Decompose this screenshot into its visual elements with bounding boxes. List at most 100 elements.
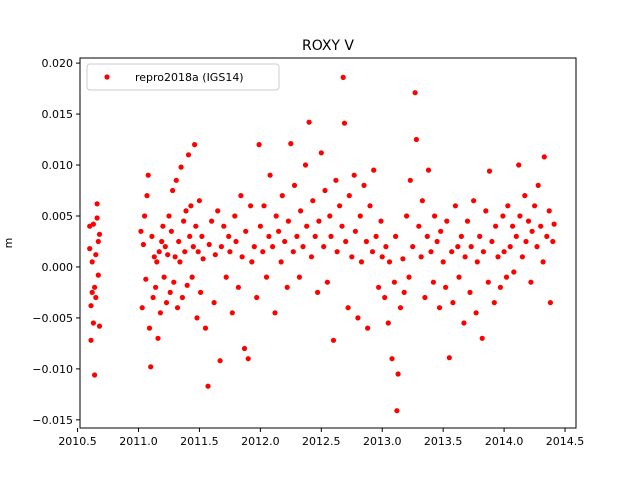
data-point (145, 172, 151, 178)
x-tick-label: 2011.0 (119, 435, 158, 448)
data-point (436, 305, 443, 311)
data-point (525, 218, 532, 224)
data-point (535, 182, 541, 188)
y-tick-label: 0.005 (42, 210, 74, 223)
data-point (467, 289, 473, 295)
data-point (239, 254, 245, 260)
data-point (450, 300, 456, 306)
data-point (256, 142, 262, 148)
data-point (285, 218, 291, 224)
data-point (243, 228, 249, 234)
data-point (529, 228, 535, 234)
data-point (503, 274, 510, 280)
data-point (142, 213, 148, 219)
data-point (296, 274, 302, 280)
y-tick-label: −0.015 (32, 414, 73, 427)
data-point (505, 203, 511, 209)
data-point (509, 223, 516, 229)
data-point (192, 142, 198, 148)
data-point (468, 244, 474, 250)
data-point (416, 223, 422, 229)
data-point (248, 203, 254, 209)
data-point (385, 320, 391, 326)
data-point (410, 244, 416, 250)
data-point (324, 279, 330, 285)
data-point (200, 256, 206, 262)
data-point (257, 223, 263, 229)
data-point (406, 274, 412, 280)
data-point (279, 193, 285, 199)
data-point (94, 201, 100, 207)
data-point (511, 269, 517, 275)
data-point (270, 244, 276, 250)
data-point (165, 252, 171, 258)
data-point (401, 289, 407, 295)
legend: repro2018a (IGS14) (86, 63, 280, 91)
data-point (337, 203, 343, 209)
legend-box (86, 63, 280, 91)
data-point (183, 208, 189, 214)
data-point (304, 223, 310, 229)
data-point (522, 193, 528, 199)
data-point (351, 172, 357, 178)
y-tick-label: 0.020 (42, 57, 74, 70)
y-axis-label: m (2, 238, 15, 249)
data-point (333, 177, 339, 183)
data-point (330, 337, 337, 343)
data-point (382, 294, 388, 301)
data-point (462, 254, 468, 260)
data-point (495, 254, 501, 260)
data-point (404, 213, 410, 219)
data-point (160, 223, 166, 229)
data-point (302, 162, 309, 168)
data-point (232, 213, 238, 219)
data-point (205, 383, 211, 389)
data-point (365, 325, 371, 331)
data-point (282, 238, 288, 245)
data-point (241, 345, 248, 352)
data-point (276, 228, 282, 234)
data-point (473, 310, 479, 316)
data-point (397, 305, 404, 311)
data-point (229, 310, 235, 316)
data-point (212, 252, 218, 258)
x-tick-label: 2014.5 (546, 435, 585, 448)
data-point (355, 315, 361, 321)
data-point (261, 203, 267, 209)
data-point (267, 172, 273, 178)
data-point (185, 152, 192, 158)
data-point (434, 238, 440, 245)
data-point (395, 371, 401, 377)
data-point (150, 294, 156, 301)
data-point (168, 228, 174, 234)
data-point (483, 208, 489, 214)
data-point (196, 198, 202, 204)
data-point (251, 244, 257, 250)
y-tick-label: 0.015 (42, 108, 74, 121)
data-point (288, 141, 294, 147)
data-point (352, 228, 358, 234)
axis-ticks: 2010.5 2011.0 2011.5 2012.0 2012.5 2013.0 2013… (32, 57, 584, 448)
data-point (340, 74, 346, 80)
data-point (540, 259, 546, 265)
data-point (155, 335, 161, 341)
data-point (373, 233, 379, 239)
data-point (90, 320, 96, 326)
data-point (443, 284, 449, 290)
data-point (507, 244, 513, 250)
data-point (188, 203, 194, 209)
data-point (480, 249, 486, 255)
data-point (315, 289, 321, 295)
data-points (87, 74, 557, 414)
data-point (345, 305, 351, 311)
data-point (199, 233, 205, 239)
data-point (424, 233, 430, 239)
data-point (178, 164, 184, 170)
data-point (357, 213, 363, 219)
data-point (95, 238, 101, 245)
data-point (92, 372, 98, 378)
data-point (181, 218, 187, 224)
data-point (249, 259, 255, 265)
